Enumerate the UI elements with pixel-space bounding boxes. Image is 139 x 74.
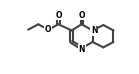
- Text: N: N: [91, 26, 97, 35]
- Text: O: O: [55, 11, 62, 20]
- Text: O: O: [78, 11, 85, 20]
- Text: O: O: [44, 25, 51, 34]
- Text: N: N: [78, 45, 85, 54]
